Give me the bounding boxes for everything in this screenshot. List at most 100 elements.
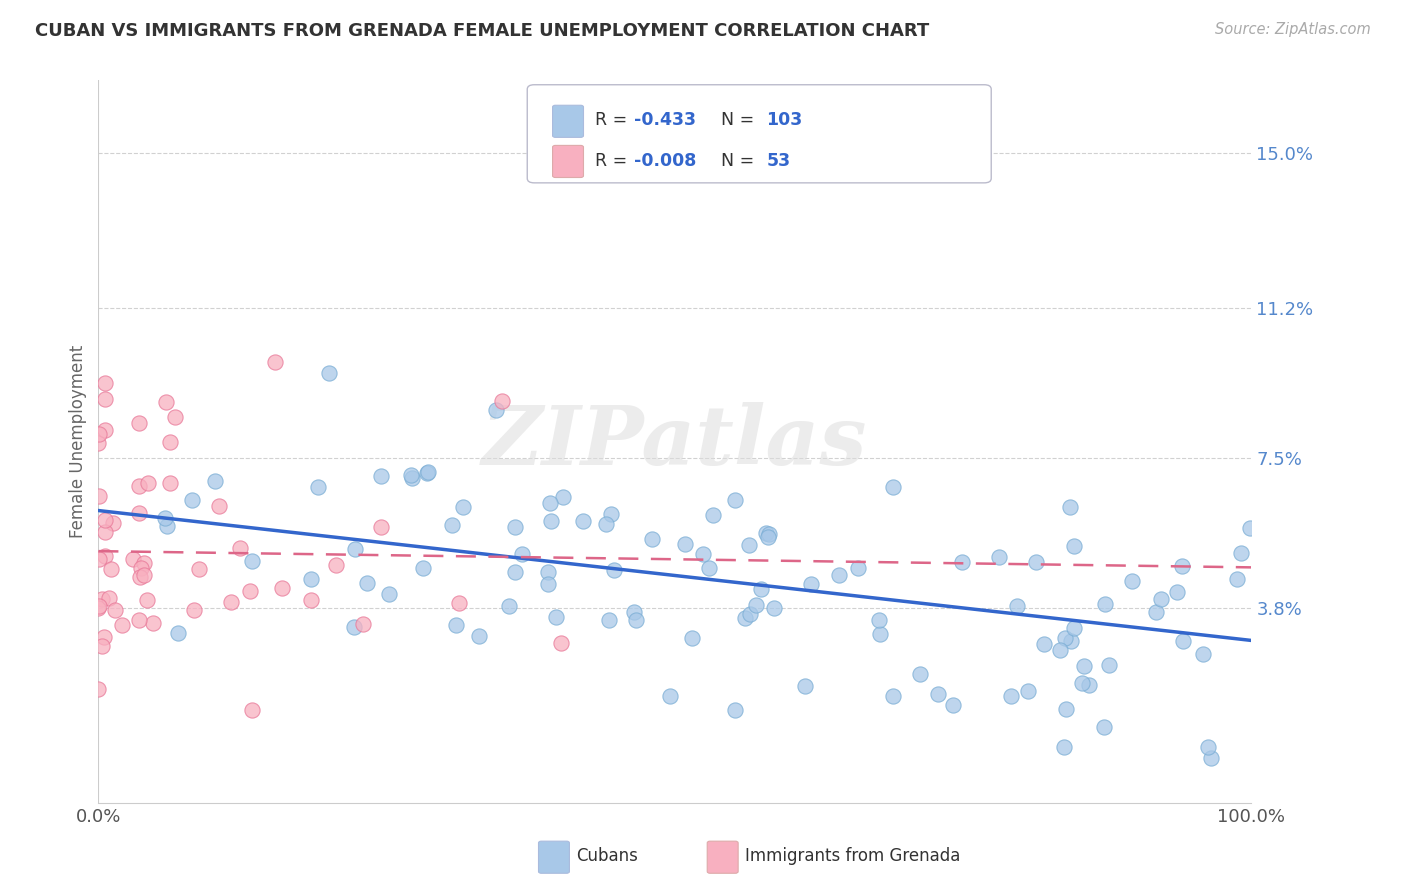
Point xyxy=(87,427,110,442)
Point xyxy=(745,598,768,612)
Text: N =: N = xyxy=(710,152,759,169)
Point xyxy=(204,474,226,488)
Point xyxy=(353,616,375,631)
Point xyxy=(447,596,470,610)
Point xyxy=(155,395,177,409)
Point xyxy=(1005,599,1028,614)
Point xyxy=(104,603,127,617)
Point xyxy=(135,592,157,607)
Point xyxy=(540,514,562,528)
Point xyxy=(94,513,117,527)
Point xyxy=(159,476,181,491)
Text: -0.433: -0.433 xyxy=(634,112,696,129)
Point xyxy=(641,532,664,546)
Point xyxy=(1053,740,1076,755)
Point xyxy=(498,599,520,614)
Point xyxy=(401,470,423,484)
Point xyxy=(1060,633,1083,648)
Point xyxy=(1054,702,1077,716)
Point xyxy=(416,465,439,479)
Point xyxy=(1063,621,1085,635)
Point xyxy=(93,630,115,644)
Point xyxy=(1239,520,1261,534)
Point xyxy=(97,591,120,605)
Point xyxy=(122,552,145,566)
Point xyxy=(343,542,366,557)
Point xyxy=(441,517,464,532)
Point xyxy=(134,568,156,582)
Point xyxy=(1094,597,1116,611)
Point xyxy=(1121,574,1143,588)
Point xyxy=(399,468,422,483)
Text: CUBAN VS IMMIGRANTS FROM GRENADA FEMALE UNEMPLOYMENT CORRELATION CHART: CUBAN VS IMMIGRANTS FROM GRENADA FEMALE … xyxy=(35,22,929,40)
Point xyxy=(910,666,932,681)
Point xyxy=(794,680,817,694)
Point xyxy=(505,565,527,579)
Point xyxy=(681,632,703,646)
Text: N =: N = xyxy=(710,112,759,129)
Text: 53: 53 xyxy=(766,152,790,169)
Point xyxy=(370,519,392,533)
Point xyxy=(952,555,974,569)
Text: ZIPatlas: ZIPatlas xyxy=(482,401,868,482)
Point xyxy=(91,591,114,606)
Point xyxy=(756,530,779,544)
Point xyxy=(166,625,188,640)
Point xyxy=(828,568,851,582)
Point xyxy=(624,613,647,627)
Point xyxy=(751,582,773,597)
Point xyxy=(1049,642,1071,657)
Point xyxy=(128,479,150,493)
Point xyxy=(692,547,714,561)
Point xyxy=(738,538,761,552)
Point xyxy=(444,618,467,632)
Point xyxy=(510,547,533,561)
Point xyxy=(623,605,645,619)
Point xyxy=(307,480,329,494)
Point xyxy=(755,525,778,540)
Point xyxy=(128,506,150,520)
Point xyxy=(1150,591,1173,606)
Point xyxy=(94,392,117,406)
Point xyxy=(468,629,491,643)
Point xyxy=(1192,647,1215,661)
Point xyxy=(87,435,110,450)
Point xyxy=(1073,658,1095,673)
Point xyxy=(301,573,323,587)
Text: -0.008: -0.008 xyxy=(634,152,696,169)
Point xyxy=(1092,720,1115,734)
Point xyxy=(734,611,756,625)
Point xyxy=(988,550,1011,565)
Point xyxy=(370,469,392,483)
Point xyxy=(1171,634,1194,648)
Point xyxy=(240,703,263,717)
Point xyxy=(239,583,262,598)
Point xyxy=(377,587,399,601)
Point xyxy=(129,561,152,575)
Point xyxy=(927,687,949,701)
Point xyxy=(134,556,156,570)
Point xyxy=(87,599,110,613)
Point xyxy=(491,393,513,408)
Point xyxy=(1017,684,1039,698)
Text: Immigrants from Grenada: Immigrants from Grenada xyxy=(745,847,960,865)
Point xyxy=(724,703,747,717)
Point xyxy=(159,434,181,449)
Text: Source: ZipAtlas.com: Source: ZipAtlas.com xyxy=(1215,22,1371,37)
Point xyxy=(762,601,785,615)
Point xyxy=(673,536,696,550)
Point xyxy=(800,576,823,591)
Point xyxy=(242,553,264,567)
Point xyxy=(128,614,150,628)
Point xyxy=(153,510,176,524)
Point xyxy=(724,493,747,508)
Point xyxy=(94,423,117,437)
Point xyxy=(598,613,620,627)
Point xyxy=(941,698,963,712)
Point xyxy=(221,595,243,609)
Point xyxy=(325,558,347,572)
Point xyxy=(94,376,117,391)
Point xyxy=(1166,585,1188,599)
Point xyxy=(484,403,506,417)
Point xyxy=(1077,677,1099,691)
